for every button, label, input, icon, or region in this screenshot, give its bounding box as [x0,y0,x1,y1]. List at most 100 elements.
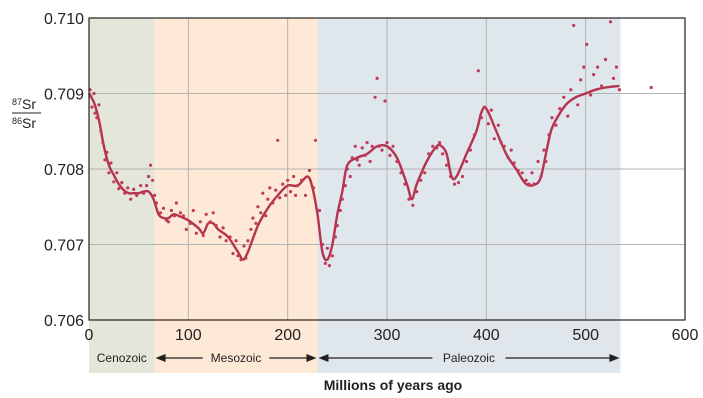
sample-point [132,187,136,191]
sample-point [149,163,153,167]
sample-point [460,174,465,179]
sample-point [236,254,240,258]
sample-point [99,129,103,133]
sample-point [256,205,260,209]
sample-point [380,148,384,152]
sample-point [234,239,238,243]
sample-point [589,93,593,97]
sample-point [135,193,139,197]
sample-point [289,190,293,194]
sample-point [512,161,516,165]
sample-point [139,184,143,188]
sample-point [496,123,500,127]
sample-point [120,181,124,185]
sample-point [204,212,208,216]
sample-point [399,171,403,175]
x-tick-label: 600 [672,327,699,344]
sample-point [172,214,176,218]
plot-frame [88,17,686,321]
sample-point [385,141,389,145]
sample-point [311,186,316,190]
sample-point [276,138,280,142]
sample-point [184,227,188,231]
sample-point [368,159,372,164]
x-tick-label: 300 [374,327,401,344]
sample-point [411,203,415,207]
era-arrow-head-right [306,354,317,362]
x-tick-labels: 0 100 200 300 400 500 600 [85,327,699,344]
sample-point [161,206,166,210]
sample-point [617,88,622,92]
sample-point [544,159,548,164]
sample-point [274,188,278,192]
sample-point [330,254,334,258]
sample-point [530,171,534,175]
sample-point [569,88,573,92]
sample-point [407,197,411,201]
sample-point [445,163,449,167]
sample-point [509,148,513,152]
sample-point [431,144,435,148]
sample-point [377,144,381,148]
sample-point [479,116,483,120]
sample-point [109,161,113,165]
sample-point [550,116,554,120]
sample-point [520,171,524,175]
sample-point [603,57,608,62]
era-arrow-head-left [318,354,329,362]
sample-point [313,138,318,142]
ylabel-denominator-sup: 86 [12,116,22,126]
sample-point [208,220,212,224]
trend-line [87,84,620,262]
sample-point [335,224,339,228]
x-tick-label: 500 [572,327,599,344]
sample-point [92,91,96,96]
era-label-paleozoic: Paleozoic [443,351,495,365]
sample-point [284,193,288,197]
sample-point [558,107,562,111]
sample-point [158,211,163,215]
sample-point [395,159,399,164]
sample-point [482,105,486,109]
sample-point [231,252,235,256]
sample-point [89,94,93,99]
sample-point [249,227,253,231]
sample-point [579,78,583,82]
sample-point [355,158,359,162]
sample-point [278,196,282,200]
sample-point [211,211,215,215]
sample-point [101,141,105,145]
sample-point [476,69,480,73]
sample-point [286,178,290,182]
sample-point [323,261,327,265]
era-label-cenozoic: Cenozoic [97,351,147,365]
sample-point [154,201,159,205]
sample-point [502,144,506,148]
sample-point [153,193,157,197]
sample-point [415,190,419,194]
sample-point [327,264,331,268]
sample-point [333,235,337,239]
y-tick-label: 0.709 [44,87,84,104]
sample-point [142,191,146,195]
sample-point [350,156,354,160]
sample-point [126,186,130,190]
sample-point [592,73,596,77]
sample-point [566,114,570,118]
sample-point [90,105,94,109]
sample-point [340,197,344,201]
sample-point [317,208,322,213]
sample-point [539,174,543,179]
sample-point [388,153,392,157]
sample-point [596,65,600,69]
sample-point [107,171,111,175]
sample-point [576,103,580,107]
sample-point [373,95,377,99]
sample-point [271,201,275,205]
sample-point [365,141,369,145]
sample-point [363,153,367,157]
sample-point [178,211,182,215]
sample-point [524,178,528,182]
era-label-mesozoic: Mesozoic [211,351,262,365]
x-axis-label: Millions of years ago [324,377,462,393]
